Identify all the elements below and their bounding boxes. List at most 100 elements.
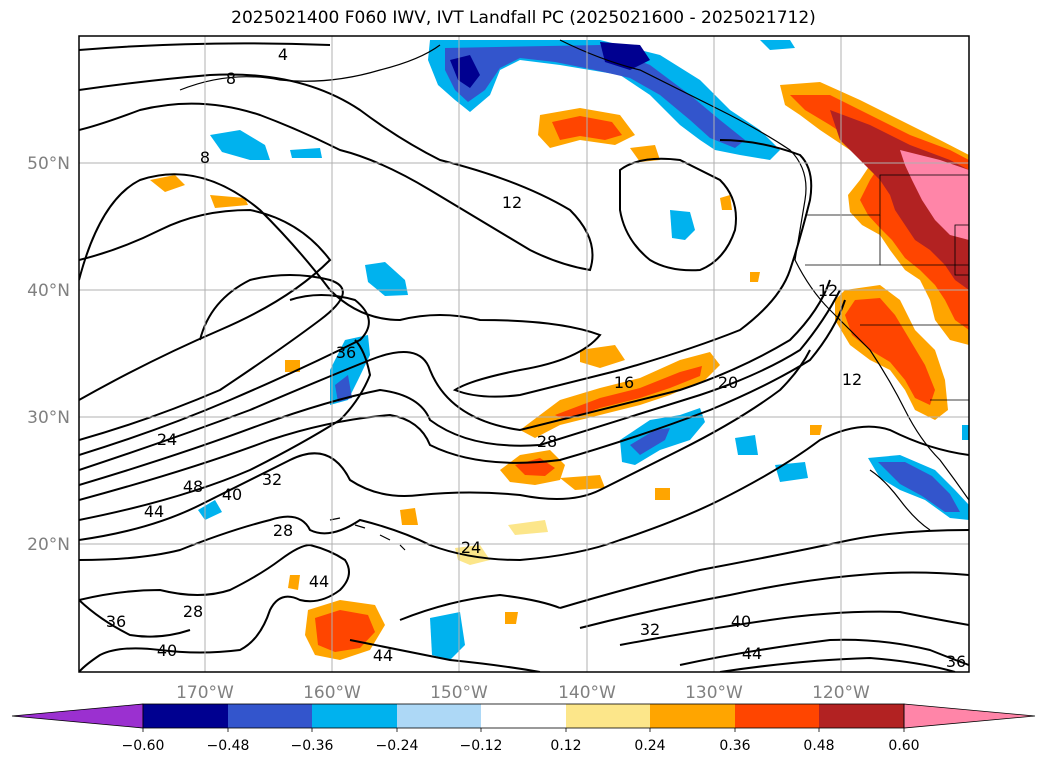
contour-label: 32 [262,470,282,489]
positive-spot-5 [285,360,300,372]
positive-spot-2 [210,195,248,208]
colorbar-tick-label: −0.24 [376,738,419,754]
contour-label: 40 [157,641,177,660]
contour-label: 24 [461,538,481,557]
contour-40b [579,571,969,629]
coastlines [179,39,969,551]
contour-label: 44 [309,572,329,591]
positive-spot-1 [150,175,185,192]
colorbar-segment [566,704,650,728]
colorbar-tick-label: 0.12 [550,738,581,754]
positive-spot-8 [288,575,300,590]
contour-36b [559,529,969,609]
contour-label: 40 [731,612,751,631]
negative-core-gulf-alaska [445,45,745,148]
colorbar-tick-label: −0.12 [460,738,503,754]
positive-spot-9 [810,425,822,435]
colorbar-tick-label: 0.60 [888,738,919,754]
colorbar-segment [735,704,819,728]
contour-label: 12 [842,370,862,389]
lat-label-40n: 40°N [27,281,70,301]
colorbar-segment [143,704,228,728]
contour-24a [79,294,370,456]
positive-weak-2 [508,520,548,535]
contour-44c [619,610,969,646]
contour-16 [79,208,332,401]
state-borders [805,174,969,401]
contour-44b [79,543,350,672]
negative-spot-8 [430,612,465,660]
contour-label: 28 [537,432,557,451]
contour-label: 36 [106,612,126,631]
negative-region-gulf-alaska [428,40,780,160]
contour-36c [719,656,956,672]
lon-label-120w: 120°W [812,683,870,703]
contour-label: 48 [183,477,203,496]
colorbar-extend-high [903,703,1036,729]
border-wa-or [805,174,969,216]
contour-label: 44 [144,502,164,521]
lon-label-140w: 140°W [558,683,616,703]
positive-spot-6 [400,508,418,525]
contour-44a [79,425,969,562]
contour-label: 32 [640,620,660,639]
positive-small-3 [560,475,605,490]
lon-label-160w: 160°W [303,683,361,703]
lat-label-20n: 20°N [27,535,70,555]
colorbar-tick-label: 0.36 [719,738,750,754]
colorbar-labels: −0.60 −0.48 −0.36 −0.24 −0.12 0.12 0.24 … [122,738,920,754]
negative-small-north [760,40,795,50]
contour-label: 28 [273,521,293,540]
contour-label: 36 [336,343,356,362]
negative-spot-7 [775,462,808,482]
coastline-baja [869,469,931,531]
negative-core-baja [878,462,960,512]
colorbar-segment [481,704,566,728]
contour-20 [79,274,344,441]
contour-4 [79,42,331,51]
contour-label: 28 [183,602,203,621]
colorbar-frame [142,703,905,729]
positive-strong-pacific-northwest [830,110,969,290]
contour-8 [79,73,594,272]
contour-28 [79,289,841,486]
colorbar-segment [312,704,397,728]
colorbar-extend-low [11,703,144,729]
contour-12b [619,157,737,272]
contour-label: 44 [742,644,762,663]
coastline-aleutians [179,44,441,91]
positive-small-2 [630,145,660,162]
negative-dark-gulf-alaska [450,42,650,88]
coastline-hawaii [329,517,406,551]
contour-36 [79,339,372,521]
lon-label-170w: 170°W [176,683,234,703]
map-content [79,39,969,672]
colorbar-segment [819,704,904,728]
positive-spot-4 [750,272,760,282]
border-box [954,224,969,276]
contour-44d [679,638,969,666]
contour-28b [79,599,191,638]
negative-core-135w [630,428,670,455]
contour-labels: 4 8 8 12 12 12 16 20 24 24 28 28 28 32 3… [106,45,966,671]
contour-label: 44 [373,646,393,665]
colorbar-segment [228,704,312,728]
contour-12 [79,139,813,398]
negative-core-160w [335,375,352,402]
gridlines [79,36,969,672]
latitude-labels: 50°N 40°N 30°N 20°N [27,154,70,555]
shaded-anomaly-areas [150,40,969,660]
negative-spot-6 [735,435,758,455]
positive-spot-7 [655,488,670,500]
contour-40 [79,349,811,541]
negative-spot-2 [290,148,322,158]
positive-spot-3 [720,195,732,210]
colorbar-tick-label: −0.60 [122,738,165,754]
positive-weak-1 [455,545,490,565]
coastline-north-america [559,39,969,501]
contour-label: 4 [278,45,288,64]
negative-spot-4 [198,500,222,520]
colorbar-tick-label: −0.48 [207,738,250,754]
colorbar-segment [650,704,735,728]
lon-label-130w: 130°W [685,683,743,703]
